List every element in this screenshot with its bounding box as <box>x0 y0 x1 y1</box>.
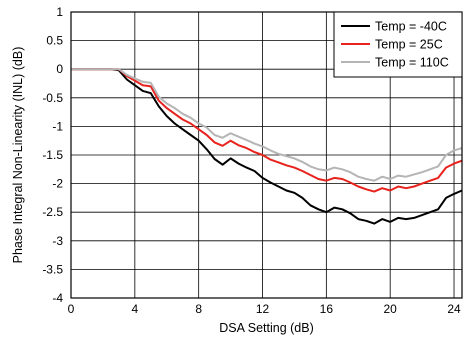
y-tick-label: -1 <box>52 119 63 133</box>
legend-entry: Temp = -40C <box>375 20 447 34</box>
y-tick-label: -2 <box>52 177 63 191</box>
x-tick-label: 4 <box>131 302 138 316</box>
y-tick-label: -3 <box>52 234 63 248</box>
y-tick-label: -2.5 <box>42 205 63 219</box>
x-tick-label: 20 <box>384 302 398 316</box>
x-tick-label: 16 <box>320 302 334 316</box>
x-tick-label: 24 <box>447 302 461 316</box>
series-line-2 <box>71 68 463 193</box>
x-tick-label: 0 <box>68 302 75 316</box>
legend-entry: Temp = 110C <box>375 56 449 70</box>
y-tick-label: -0.5 <box>42 91 63 105</box>
y-axis-title: Phase Integral Non-Linearity (INL) (dB) <box>11 47 25 264</box>
series-line-3 <box>71 68 463 182</box>
legend: Temp = -40C Temp = 25C Temp = 110C <box>333 11 463 78</box>
plot-frame <box>70 11 463 299</box>
x-tick-label: 12 <box>256 302 270 316</box>
y-tick-label: 0 <box>56 62 63 76</box>
x-axis-title: DSA Setting (dB) <box>219 321 314 335</box>
series-layer <box>71 68 463 225</box>
y-tick-labels: 1 0.5 0 -0.5 -1 -1.5 -2 -2.5 -3 -3.5 -4 <box>42 5 63 305</box>
x-tick-label: 8 <box>195 302 202 316</box>
y-tick-label: -4 <box>52 291 63 305</box>
series-line-1 <box>71 68 463 225</box>
y-tick-label: 0.5 <box>46 34 63 48</box>
y-tick-label: -3.5 <box>42 262 63 276</box>
y-tick-label: 1 <box>56 5 63 19</box>
x-tick-labels: 0 4 8 12 16 20 24 <box>68 302 461 316</box>
y-tick-label: -1.5 <box>42 148 63 162</box>
legend-entry: Temp = 25C <box>375 38 443 52</box>
